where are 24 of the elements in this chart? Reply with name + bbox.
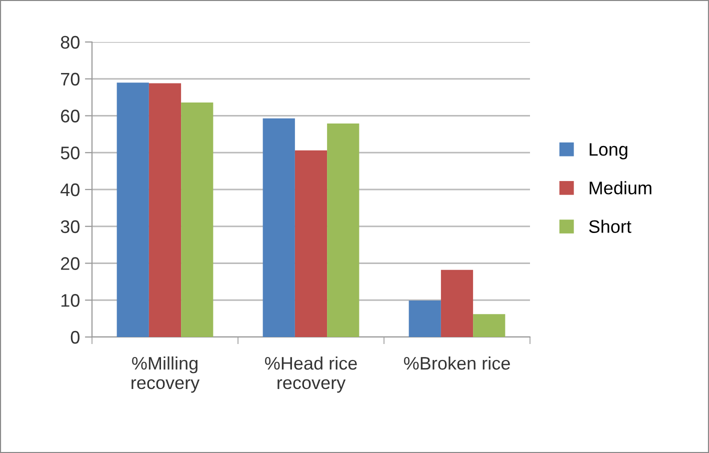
legend-label: Medium (590, 181, 652, 194)
legend-label: Long (590, 143, 628, 160)
bar (408, 300, 441, 337)
y-tick-label: 30 (60, 220, 80, 234)
bar (440, 270, 474, 337)
y-tick-label: 80 (60, 36, 80, 49)
y-tick-label: 70 (61, 72, 80, 86)
legend-label: Short (589, 220, 632, 233)
bar (473, 314, 506, 337)
bar (294, 150, 328, 337)
x-tick-label: %Head rice recovery (264, 356, 357, 393)
bar (116, 82, 149, 337)
y-tick-label: 50 (60, 146, 80, 160)
x-tick-label: %Broken rice (404, 356, 510, 370)
y-tick-label: 10 (61, 294, 80, 307)
y-tick-label: 60 (61, 110, 80, 122)
y-tick-label: 40 (60, 183, 80, 196)
bar (262, 118, 295, 337)
bar (181, 102, 214, 337)
bar (327, 123, 360, 337)
y-tick-label: 0 (70, 330, 80, 344)
x-tick-label: %Milling recovery (132, 356, 200, 393)
y-tick-label: 20 (61, 257, 80, 270)
bar (148, 83, 182, 337)
